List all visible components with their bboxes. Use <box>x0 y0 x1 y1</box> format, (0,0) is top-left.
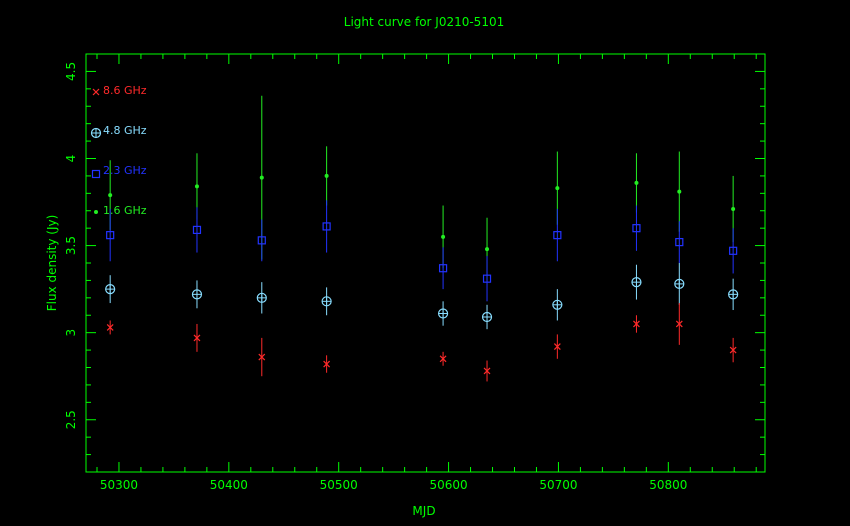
x-tick-label: 50500 <box>320 478 358 492</box>
legend-marker-4-8-ghz <box>90 127 102 139</box>
chart-title: Light curve for J0210-5101 <box>344 15 504 29</box>
data-point-4-8-ghz <box>437 308 449 319</box>
axis-ticks: 50300 50400 50500 50600 50700 50800 2.5 3 3.5 4 4.… <box>64 53 765 492</box>
data-point-8-6-ghz <box>729 346 737 354</box>
data-point-4-8-ghz <box>631 277 642 288</box>
data-point-2-3-ghz <box>106 231 115 240</box>
legend-marker-8-6-ghz <box>92 88 100 96</box>
data-point-8-6-ghz <box>553 343 561 351</box>
data-point-8-6-ghz <box>675 320 683 328</box>
data-point-4-8-ghz <box>481 311 493 323</box>
data-point-2-3-ghz <box>257 236 266 245</box>
data-marks <box>105 95 739 382</box>
data-point-8-6-ghz <box>106 324 114 331</box>
data-point-4-8-ghz <box>728 289 739 300</box>
data-point-1-6-ghz <box>108 193 113 198</box>
y-tick-label: 3 <box>64 329 78 337</box>
data-point-4-8-ghz <box>105 284 116 295</box>
legend-label-4-8-ghz: 4.8 GHz <box>103 124 147 137</box>
data-point-1-6-ghz <box>555 186 560 191</box>
data-point-2-3-ghz <box>482 274 492 283</box>
data-point-1-6-ghz <box>194 184 199 189</box>
data-point-8-6-ghz <box>258 353 266 361</box>
x-tick-label: 50800 <box>649 478 687 492</box>
data-point-2-3-ghz <box>322 222 331 231</box>
data-point-8-6-ghz <box>633 320 640 328</box>
y-tick-label: 4.5 <box>64 62 78 81</box>
data-point-4-8-ghz <box>552 299 563 310</box>
data-point-8-6-ghz <box>323 360 331 368</box>
data-point-2-3-ghz <box>675 238 684 247</box>
data-point-8-6-ghz <box>483 367 491 375</box>
legend-marker-1-6-ghz <box>94 210 98 214</box>
data-point-1-6-ghz <box>677 189 682 194</box>
legend-label-1-6-ghz: 1.6 GHz <box>103 204 147 217</box>
data-point-8-6-ghz <box>193 334 201 342</box>
data-point-1-6-ghz <box>324 173 329 178</box>
data-point-4-8-ghz <box>256 292 267 303</box>
x-tick-label: 50400 <box>210 478 248 492</box>
data-point-4-8-ghz <box>674 278 685 289</box>
y-axis-label: Flux density (Jy) <box>45 215 59 312</box>
plot-frame <box>85 53 766 473</box>
x-axis-label: MJD <box>412 504 435 518</box>
data-point-1-6-ghz <box>259 175 264 180</box>
data-point-4-8-ghz <box>191 289 203 300</box>
data-point-2-3-ghz <box>438 264 448 273</box>
data-point-2-3-ghz <box>729 246 738 255</box>
legend-marker-2-3-ghz <box>91 169 101 179</box>
legend-label-2-3-ghz: 2.3 GHz <box>103 164 147 177</box>
x-tick-label: 50300 <box>100 478 138 492</box>
data-point-1-6-ghz <box>634 180 639 185</box>
y-tick-label: 2.5 <box>64 410 78 429</box>
x-tick-label: 50600 <box>429 478 467 492</box>
data-point-2-3-ghz <box>632 224 641 233</box>
data-point-1-6-ghz <box>485 247 490 252</box>
data-point-8-6-ghz <box>439 355 447 363</box>
data-point-4-8-ghz <box>321 296 332 307</box>
x-tick-label: 50700 <box>539 478 577 492</box>
y-tick-label: 3.5 <box>64 236 78 255</box>
y-tick-label: 4 <box>64 155 78 163</box>
data-point-2-3-ghz <box>192 225 202 235</box>
data-point-1-6-ghz <box>441 234 446 239</box>
data-point-1-6-ghz <box>731 207 736 212</box>
legend-label-8-6-ghz: 8.6 GHz <box>103 84 147 97</box>
data-point-2-3-ghz <box>553 231 562 240</box>
legend: 8.6 GHz 4.8 GHz 2.3 GHz 1.6 GHz <box>90 84 147 217</box>
